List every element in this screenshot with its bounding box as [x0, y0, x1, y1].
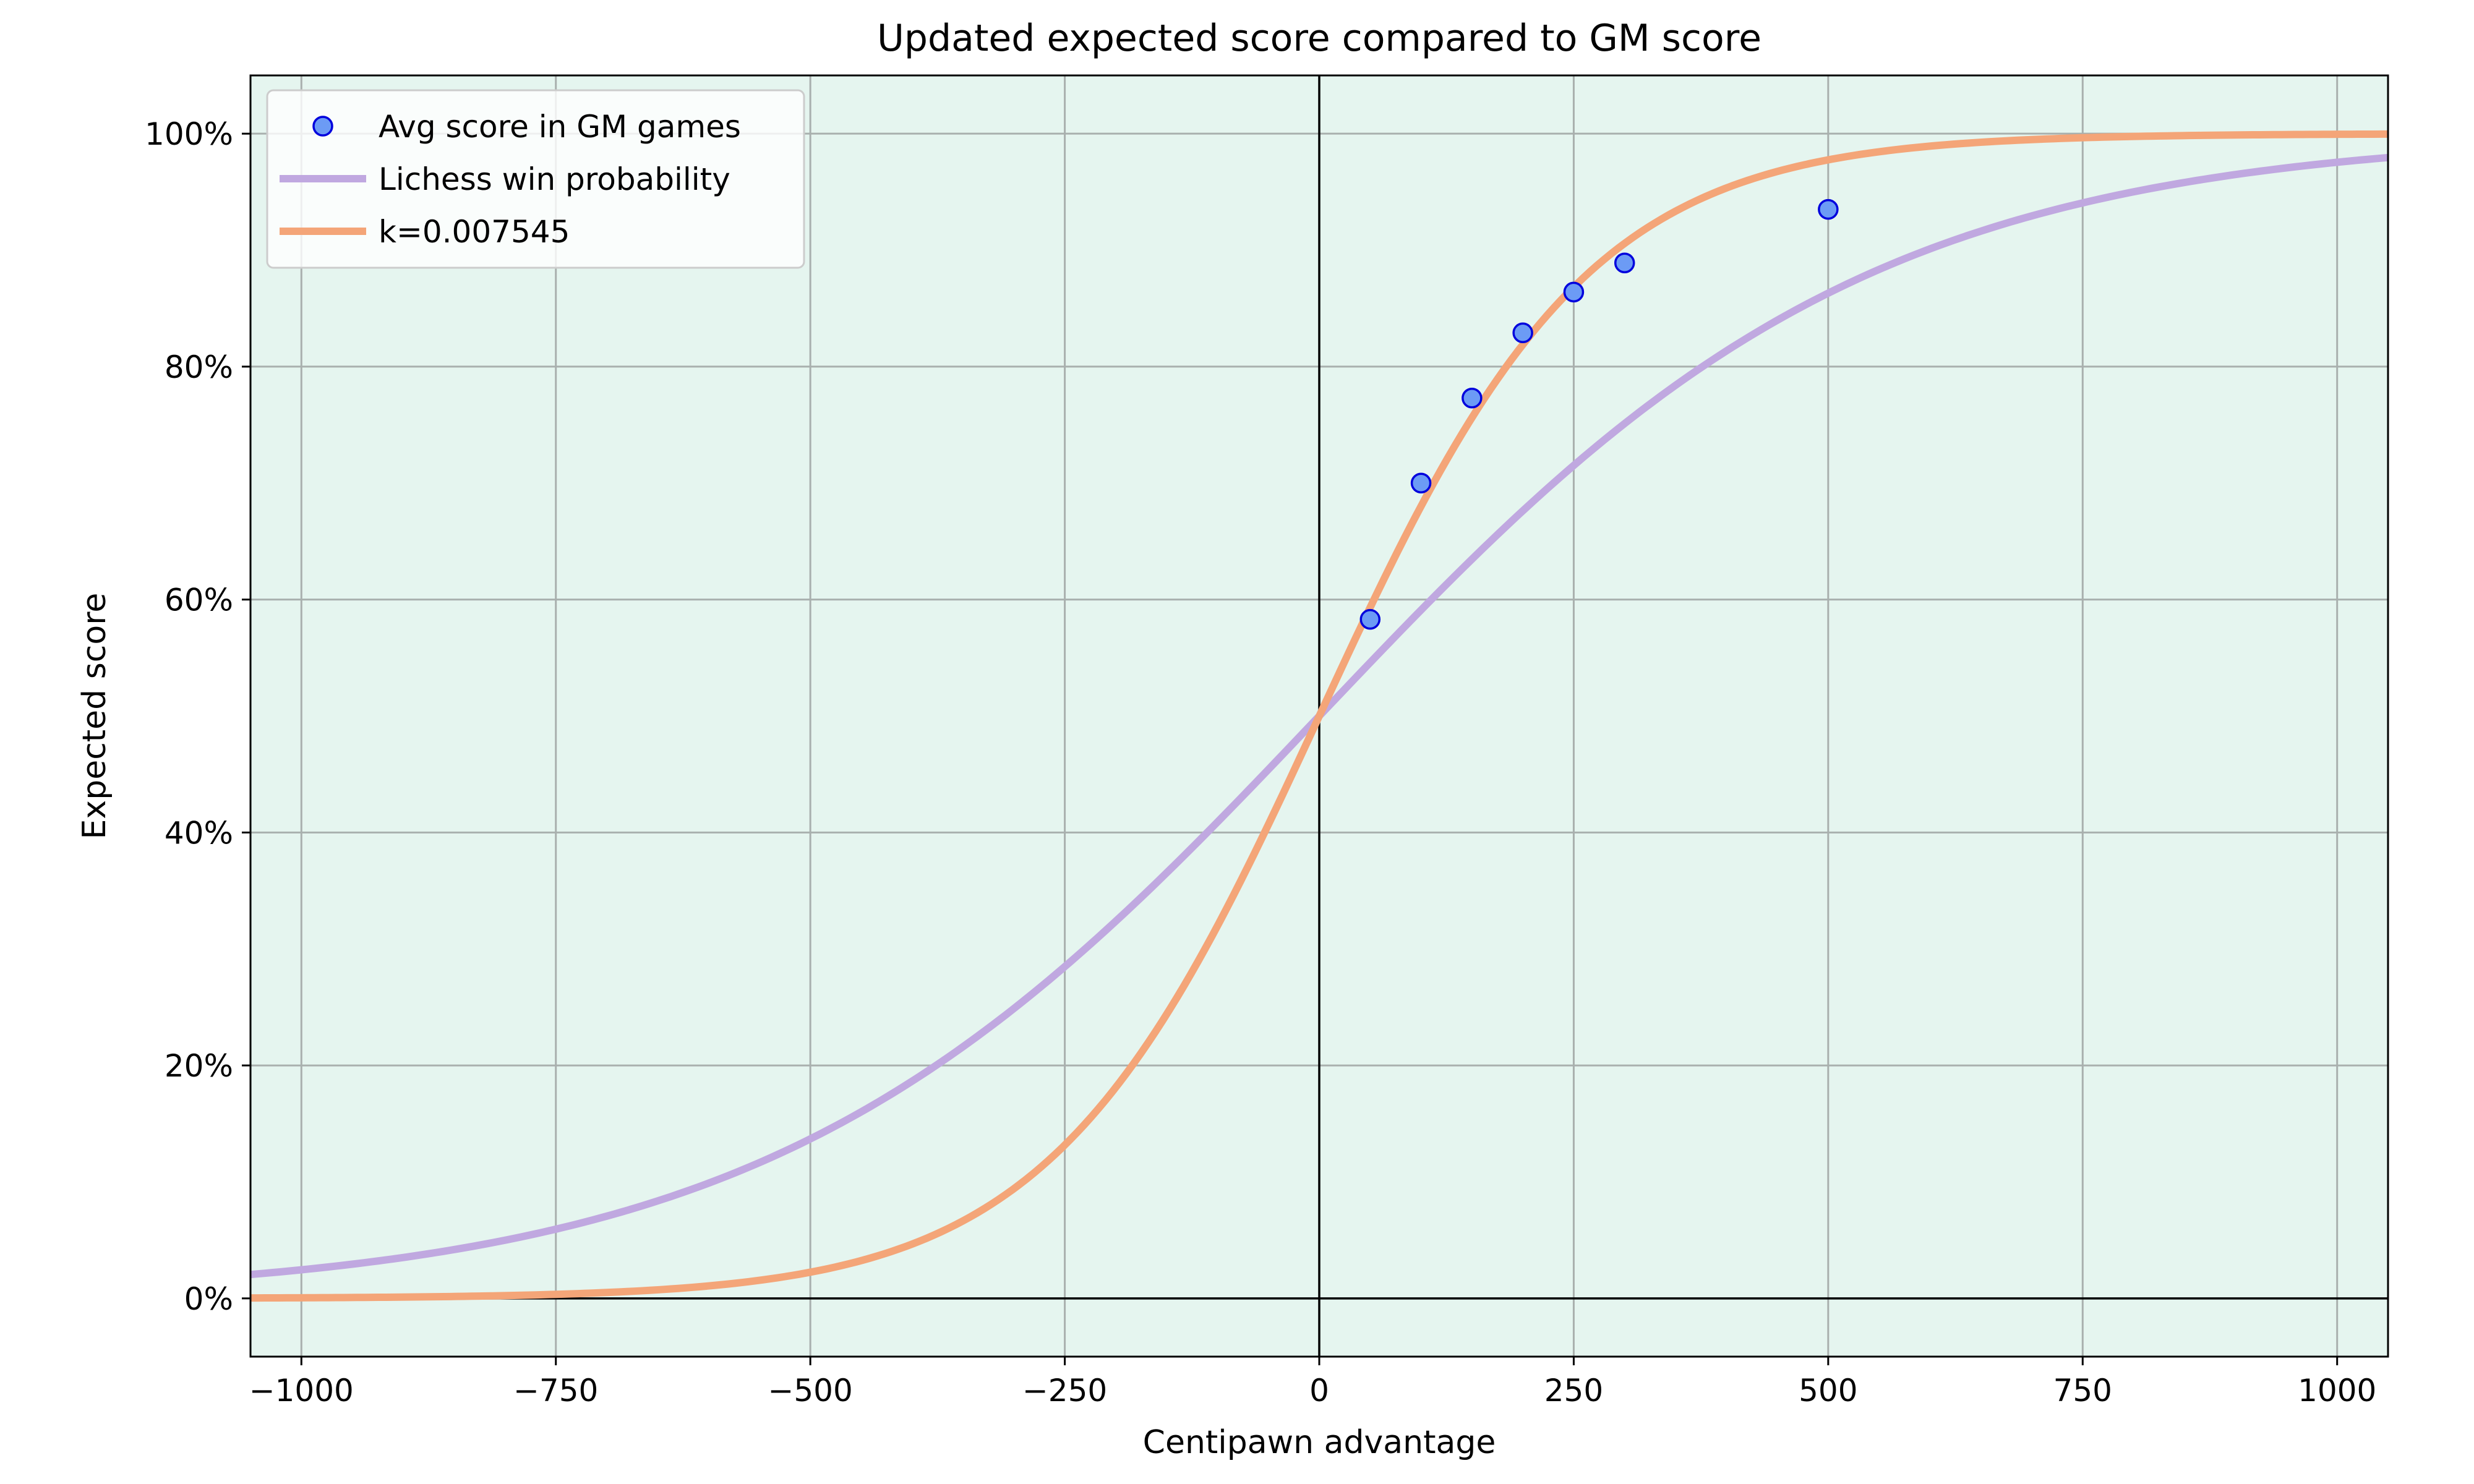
legend-label: Lichess win probability — [379, 161, 730, 197]
legend-marker — [312, 116, 333, 137]
scatter-point — [1818, 198, 1839, 220]
y-tick-label: 20% — [165, 1048, 233, 1084]
legend: Avg score in GM games Lichess win probabi… — [266, 89, 805, 269]
scatter-point — [1462, 388, 1483, 409]
scatter-point — [1410, 472, 1432, 494]
y-axis-ticks: 0% 20% 40% 60% 80% 100% — [145, 116, 250, 1317]
chart-title: Updated expected score compared to GM sc… — [877, 17, 1761, 60]
y-axis-label: Expected score — [76, 593, 113, 840]
y-tick-label: 0% — [184, 1281, 233, 1317]
series-line-2 — [250, 130, 2389, 1302]
x-axis-ticks: −1000 −750 −500 −250 0 250 500 750 1000 — [249, 1357, 2376, 1409]
y-tick-label: 100% — [145, 116, 233, 152]
legend-box — [266, 89, 805, 269]
x-tick-label: −1000 — [249, 1373, 354, 1409]
legend-label: k=0.007545 — [379, 214, 570, 250]
x-tick-label: 750 — [2053, 1373, 2112, 1409]
x-tick-label: 1000 — [2298, 1373, 2376, 1409]
scatter-point — [1512, 322, 1533, 344]
x-tick-label: 0 — [1309, 1373, 1329, 1409]
x-tick-label: −250 — [1022, 1373, 1107, 1409]
x-tick-label: 500 — [1799, 1373, 1857, 1409]
x-tick-label: 250 — [1544, 1373, 1603, 1409]
scatter-point — [1614, 252, 1635, 274]
scatter-point — [1359, 608, 1381, 630]
y-tick-label: 60% — [165, 582, 233, 618]
x-tick-label: −500 — [768, 1373, 852, 1409]
scatter-point — [1563, 281, 1585, 303]
y-tick-label: 80% — [165, 349, 233, 385]
x-axis-label: Centipawn advantage — [1143, 1424, 1496, 1461]
series-layer — [250, 130, 2389, 1302]
y-tick-label: 40% — [165, 815, 233, 851]
legend-label: Avg score in GM games — [379, 109, 741, 145]
x-tick-label: −750 — [513, 1373, 598, 1409]
